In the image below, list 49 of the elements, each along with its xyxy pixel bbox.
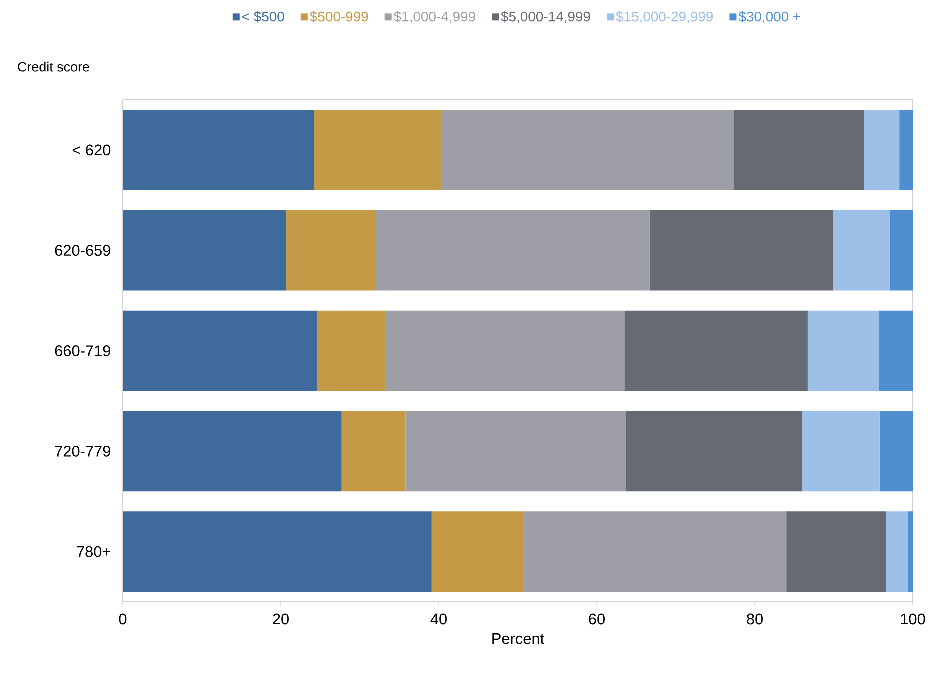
bar (886, 512, 908, 592)
x-tick-label: 80 (747, 614, 763, 625)
x-tick-label: 0 (119, 614, 127, 625)
legend-label: $30,000 + (738, 11, 800, 24)
y-tick-label: 720-779 (55, 446, 110, 457)
bar (123, 110, 314, 190)
bar (442, 110, 734, 190)
bar (375, 210, 650, 291)
bar (908, 512, 914, 592)
bar (123, 210, 287, 291)
bar (880, 411, 914, 492)
bar (650, 210, 834, 291)
legend-label: < $500 (242, 11, 284, 23)
legend-label: $5,000-14,999 (501, 11, 590, 24)
bar (123, 310, 318, 392)
legend-label: $1,000-4,999 (394, 11, 476, 24)
x-tick-label: 60 (589, 614, 605, 625)
legend-label: $500-999 (310, 11, 368, 23)
bar (342, 411, 406, 492)
bar (879, 310, 914, 392)
bar (900, 110, 914, 190)
bar (123, 512, 432, 592)
bar (624, 310, 808, 392)
bar (833, 210, 890, 291)
y-tick-label: 620-659 (55, 245, 110, 256)
bar (385, 310, 625, 392)
x-tick-label: 20 (273, 614, 289, 625)
y-tick-label: 660-719 (55, 346, 110, 356)
bar (432, 512, 524, 592)
x-axis-title: Percent (492, 634, 544, 644)
legend-label: $15,000-29,999 (616, 11, 714, 24)
y-tick-label: < 620 (72, 144, 111, 156)
bar (123, 411, 342, 492)
bar (626, 411, 802, 492)
bar (802, 411, 880, 492)
bar (524, 512, 787, 592)
x-tick-label: 40 (430, 614, 447, 625)
bar (734, 110, 864, 190)
bar (317, 310, 386, 392)
bar (786, 512, 886, 592)
x-tick-label: 100 (901, 614, 926, 625)
bar (286, 210, 376, 291)
y-axis-title: Credit score (18, 62, 90, 72)
bar (808, 310, 880, 392)
bar (406, 411, 626, 492)
bar (864, 110, 900, 190)
y-tick-label: 780+ (77, 546, 110, 558)
bar (314, 110, 442, 190)
bar (890, 210, 914, 291)
